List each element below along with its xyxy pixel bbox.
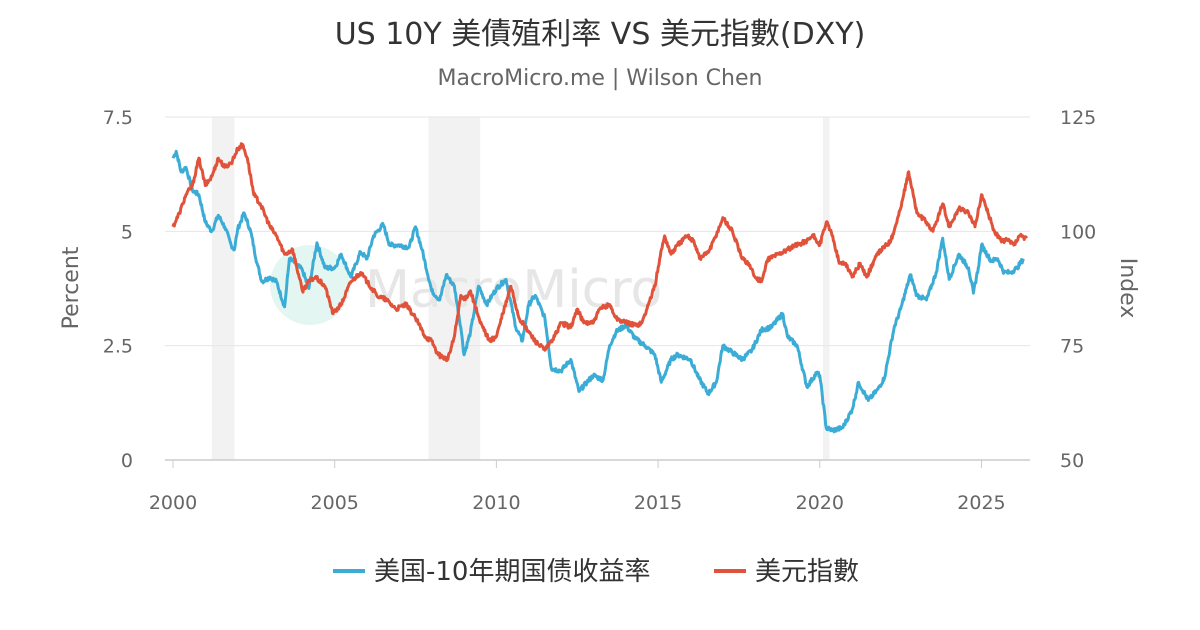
gridlines bbox=[165, 116, 1030, 461]
right-tick-label: 50 bbox=[1060, 450, 1084, 472]
right-tick-label: 125 bbox=[1060, 107, 1096, 129]
left-axis-title: Percent bbox=[59, 246, 84, 329]
legend-label-us10y[interactable]: 美国-10年期国债收益率 bbox=[374, 557, 650, 587]
legend: 美国-10年期国债收益率 美元指數 bbox=[333, 557, 859, 587]
x-tick-label: 2015 bbox=[634, 492, 682, 514]
right-tick-label: 75 bbox=[1060, 336, 1084, 358]
left-axis-ticks: 0 2.5 5 7.5 bbox=[103, 107, 133, 472]
recession-band-2 bbox=[823, 117, 830, 460]
legend-label-dxy[interactable]: 美元指數 bbox=[755, 557, 859, 587]
x-tick-label: 2020 bbox=[796, 492, 844, 514]
x-tick-label: 2005 bbox=[311, 492, 359, 514]
x-tick-label: 2010 bbox=[472, 492, 520, 514]
series-line-1 bbox=[171, 142, 1029, 363]
chart-title: US 10Y 美債殖利率 VS 美元指數(DXY) bbox=[335, 17, 866, 52]
series-lines bbox=[171, 142, 1029, 434]
x-tick-label: 2025 bbox=[957, 492, 1005, 514]
right-axis-ticks: 50 75 100 125 bbox=[1060, 107, 1096, 472]
chart-subtitle: MacroMicro.me | Wilson Chen bbox=[438, 66, 763, 91]
right-axis-title: Index bbox=[1115, 258, 1140, 319]
left-tick-label: 0 bbox=[121, 450, 133, 472]
recession-band-0 bbox=[211, 117, 235, 460]
left-tick-label: 2.5 bbox=[103, 336, 133, 358]
series-line-0 bbox=[171, 149, 1025, 434]
left-tick-label: 5 bbox=[121, 221, 133, 243]
right-tick-label: 100 bbox=[1060, 221, 1096, 243]
left-tick-label: 7.5 bbox=[103, 107, 133, 129]
x-axis-ticks: 2000 2005 2010 2015 2020 2025 bbox=[149, 460, 1006, 514]
x-tick-label: 2000 bbox=[149, 492, 197, 514]
